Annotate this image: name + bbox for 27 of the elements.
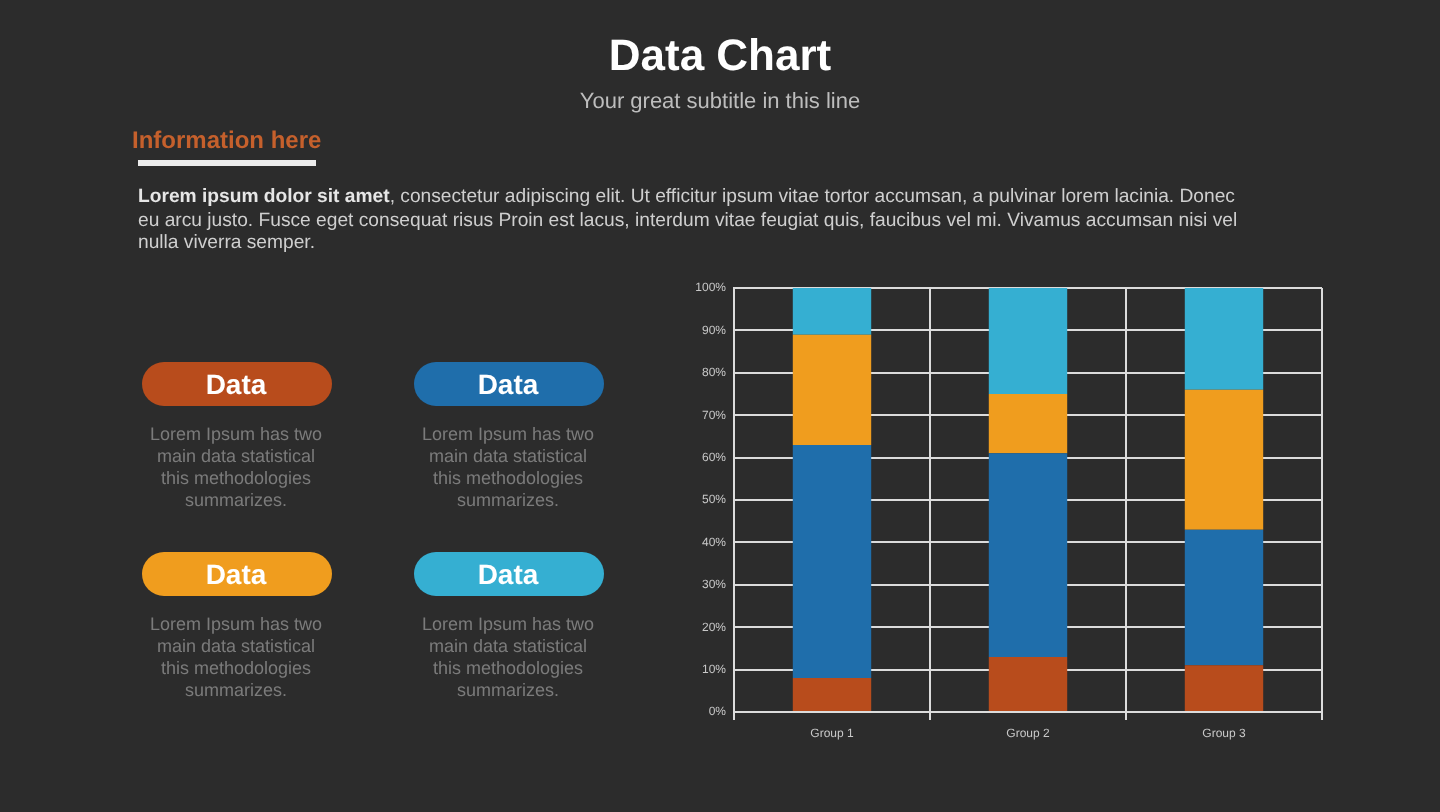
text: Data — [141, 362, 331, 406]
bar — [1184, 665, 1264, 711]
chart-subtitle: Your great subtitle in this line — [577, 88, 863, 116]
bar — [1184, 389, 1264, 530]
bar — [792, 334, 872, 445]
bar — [1184, 288, 1264, 390]
text: Information here — [132, 126, 324, 156]
text: Lorem Ipsum has two main data statistical this methodologies summarizes. — [419, 614, 597, 702]
text: Data — [413, 552, 603, 596]
text: Lorem Ipsum has two main data statistical this methodologies summarizes. — [147, 614, 325, 702]
text: Lorem ipsum dolor sit amet — [138, 186, 390, 208]
bar — [988, 656, 1068, 711]
bar — [1184, 529, 1264, 666]
text: Data — [141, 552, 331, 596]
bar — [792, 288, 872, 335]
bar — [792, 444, 872, 679]
bar — [988, 453, 1068, 657]
bar — [988, 288, 1068, 394]
chart-title: Data Chart — [606, 30, 834, 82]
text: eu arcu justo. Fusce eget consequat risus Proin est lacus, interdum vitae feugiat quis, faucibus vel mi. Vivamus accumsan nisi vel — [138, 209, 1238, 231]
text: Data — [413, 362, 603, 406]
text: nulla viverra semper. — [138, 232, 316, 254]
text: Lorem Ipsum has two main data statistical this methodologies summarizes. — [147, 424, 325, 512]
text: , consectetur adipiscing elit. Ut efficitur ipsum vitae tortor accumsan, a pulvinar lorem lacinia. Donec — [389, 186, 1235, 208]
bar — [792, 678, 872, 711]
text: Lorem Ipsum has two main data statistical this methodologies summarizes. — [419, 424, 597, 512]
bar — [988, 394, 1068, 454]
